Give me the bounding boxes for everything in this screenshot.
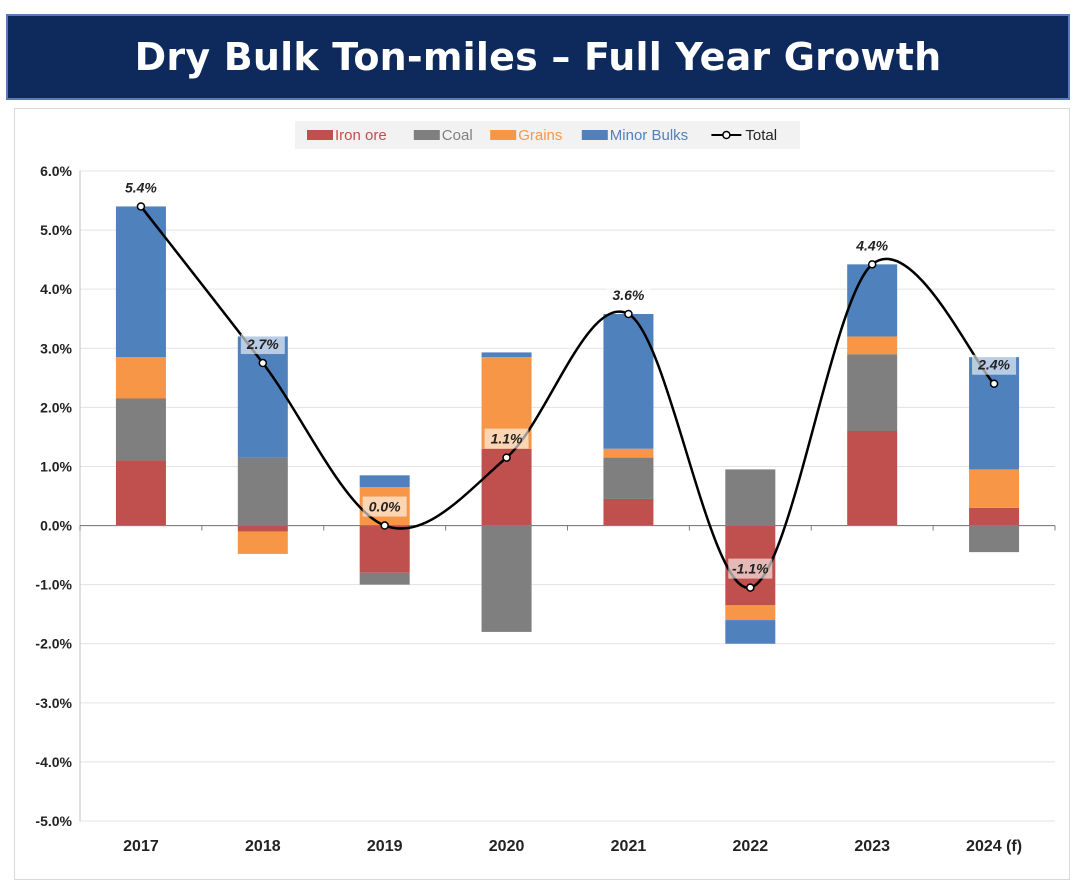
data-label-bg — [728, 558, 773, 579]
bar-iron-ore — [603, 498, 654, 526]
legend-label: Minor Bulks — [610, 127, 688, 144]
chart-frame: 6.0% 5.0% 4.0% 3.0% 2.0% 1.0% 0.0% -1.0% -2.0% -3… — [14, 108, 1070, 880]
bar-coal — [481, 525, 532, 632]
y-tick-label: 4.0% — [40, 281, 72, 297]
x-tick-label: 2024 (f) — [966, 838, 1022, 855]
y-tick-label: -1.0% — [35, 577, 72, 593]
x-tick-label: 2019 — [367, 838, 403, 855]
legend-label: Total — [745, 127, 777, 144]
bar-minor-bulks — [969, 357, 1020, 470]
y-tick-label: 1.0% — [40, 458, 72, 474]
bar-grains — [237, 531, 288, 554]
total-marker — [380, 521, 389, 530]
bar-grains — [847, 336, 898, 355]
y-tick-label: -5.0% — [35, 813, 72, 829]
bar-coal — [847, 354, 898, 431]
total-data-label: 4.4% — [855, 237, 888, 253]
data-label-bg — [118, 177, 163, 198]
page-title: Dry Bulk Ton-miles – Full Year Growth — [134, 35, 942, 79]
y-tick-label: 3.0% — [40, 340, 72, 356]
total-marker — [136, 202, 146, 211]
bar-grains — [115, 357, 166, 399]
total-marker — [258, 358, 268, 368]
bar-iron-ore — [847, 431, 898, 526]
y-tick-label: 2.0% — [40, 399, 72, 415]
bar-minor-bulks — [115, 206, 166, 358]
bar-minor-bulks — [237, 336, 288, 458]
title-banner: Dry Bulk Ton-miles – Full Year Growth — [6, 14, 1070, 100]
legend-swatch — [490, 130, 517, 140]
bar-grains — [969, 469, 1020, 508]
data-label-bg — [240, 334, 285, 355]
legend-swatch — [413, 130, 440, 140]
x-tick-label: 2017 — [123, 838, 159, 855]
data-label-bg — [972, 354, 1017, 375]
bar-coal — [115, 398, 166, 461]
x-tick-label: 2023 — [854, 838, 890, 855]
x-tick-label: 2020 — [489, 838, 525, 855]
total-marker — [989, 379, 999, 388]
bar-iron-ore — [115, 460, 166, 526]
x-tick-label: 2021 — [611, 838, 647, 855]
bar-minor-bulks — [359, 475, 410, 488]
bar-iron-ore — [969, 507, 1020, 526]
total-data-label: -1.1% — [732, 561, 769, 577]
total-data-label: 0.0% — [369, 499, 401, 515]
x-tick-label: 2018 — [245, 838, 281, 855]
bar-coal — [725, 469, 776, 526]
bar-coal — [969, 525, 1020, 553]
y-tick-label: 6.0% — [40, 163, 72, 179]
y-tick-label: 5.0% — [40, 222, 72, 238]
bar-iron-ore — [359, 525, 410, 573]
legend-total-marker — [722, 130, 731, 140]
total-marker — [867, 260, 877, 269]
data-label-bg — [362, 496, 407, 517]
bar-minor-bulks — [725, 620, 776, 644]
legend-label: Iron ore — [335, 127, 387, 144]
y-tick-label: -4.0% — [35, 754, 72, 770]
stacked-bar-chart: 6.0% 5.0% 4.0% 3.0% 2.0% 1.0% 0.0% -1.0% -2.0% -3… — [35, 121, 1056, 855]
bar-minor-bulks — [481, 352, 532, 358]
y-tick-label: 0.0% — [40, 518, 72, 534]
total-marker — [624, 309, 633, 319]
total-data-label: 5.4% — [125, 179, 157, 195]
data-label-bg — [850, 235, 895, 256]
total-data-label: 2.7% — [246, 336, 279, 352]
bar-iron-ore — [237, 525, 288, 532]
total-line — [139, 205, 995, 589]
data-label-bg — [606, 285, 651, 305]
bar-grains — [603, 448, 654, 458]
y-tick-label: -2.0% — [35, 636, 72, 652]
bar-coal — [603, 457, 654, 499]
data-label-bg — [484, 428, 529, 449]
legend-label: Grains — [518, 127, 562, 144]
bar-grains — [725, 605, 776, 621]
total-data-label: 2.4% — [977, 357, 1010, 373]
y-tick-label: -3.0% — [35, 695, 72, 711]
x-tick-label: 2022 — [733, 838, 769, 855]
legend-swatch — [307, 130, 333, 140]
legend-swatch — [581, 130, 608, 140]
bar-coal — [237, 457, 288, 526]
total-data-label: 1.1% — [491, 431, 523, 447]
total-data-label: 3.6% — [612, 287, 644, 303]
legend-label: Coal — [442, 127, 473, 144]
total-marker — [746, 583, 755, 592]
bar-coal — [359, 572, 410, 585]
total-marker — [502, 453, 511, 462]
bar-minor-bulks — [847, 264, 898, 337]
